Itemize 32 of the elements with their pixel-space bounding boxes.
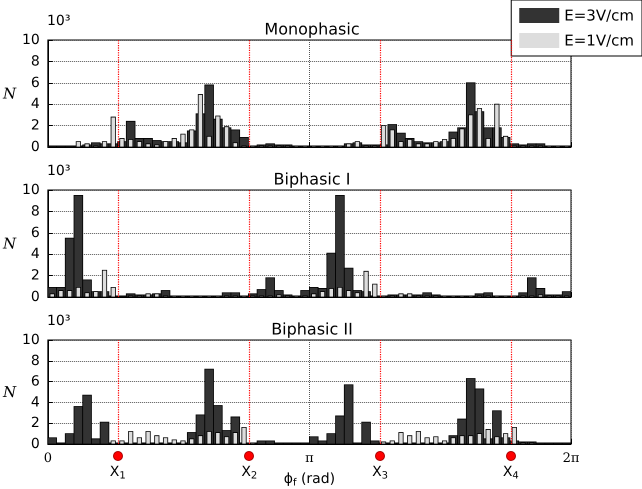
y-tick-label: 4: [30, 96, 40, 112]
y-tick-label: 2: [30, 415, 40, 432]
x-tick-label: 2π: [562, 451, 580, 466]
text: 10³: [47, 13, 70, 29]
y-tick-label: 2: [30, 118, 40, 134]
y-tick-label: 4: [30, 394, 40, 410]
text: 10³: [47, 313, 70, 329]
chart-title: Biphasic II: [271, 320, 353, 338]
y-tick-label: 0: [30, 139, 40, 155]
y-tick-label: 6: [30, 374, 40, 390]
x-tick-label: π: [305, 451, 314, 466]
x-tick-label: 0: [44, 451, 52, 466]
y-tick-label: 0: [30, 289, 40, 305]
y-tick-label: 6: [30, 224, 40, 241]
chart-title: Monophasic: [264, 20, 360, 38]
y-tick-label: 6: [30, 74, 40, 91]
y-tick-label: 8: [30, 352, 40, 369]
y-tick-label: 0: [30, 436, 40, 452]
legend-label: E=3V/cm: [564, 6, 634, 24]
y-tick-label: 10: [22, 32, 40, 48]
y-axis-title: N: [2, 234, 17, 252]
text: 10³: [47, 163, 70, 179]
chart-title: Biphasic I: [274, 170, 350, 188]
y-tick-label: 10: [22, 182, 40, 198]
y-tick-label: 8: [30, 203, 40, 220]
y-tick-label: 4: [30, 246, 40, 262]
y-axis-title: N: [2, 84, 17, 102]
legend-label: E=1V/cm: [564, 32, 634, 50]
y-tick-label: 10: [22, 332, 40, 348]
y-axis-title: N: [2, 383, 17, 401]
y-tick-label: 2: [30, 268, 40, 284]
y-tick-label: 8: [30, 53, 40, 70]
